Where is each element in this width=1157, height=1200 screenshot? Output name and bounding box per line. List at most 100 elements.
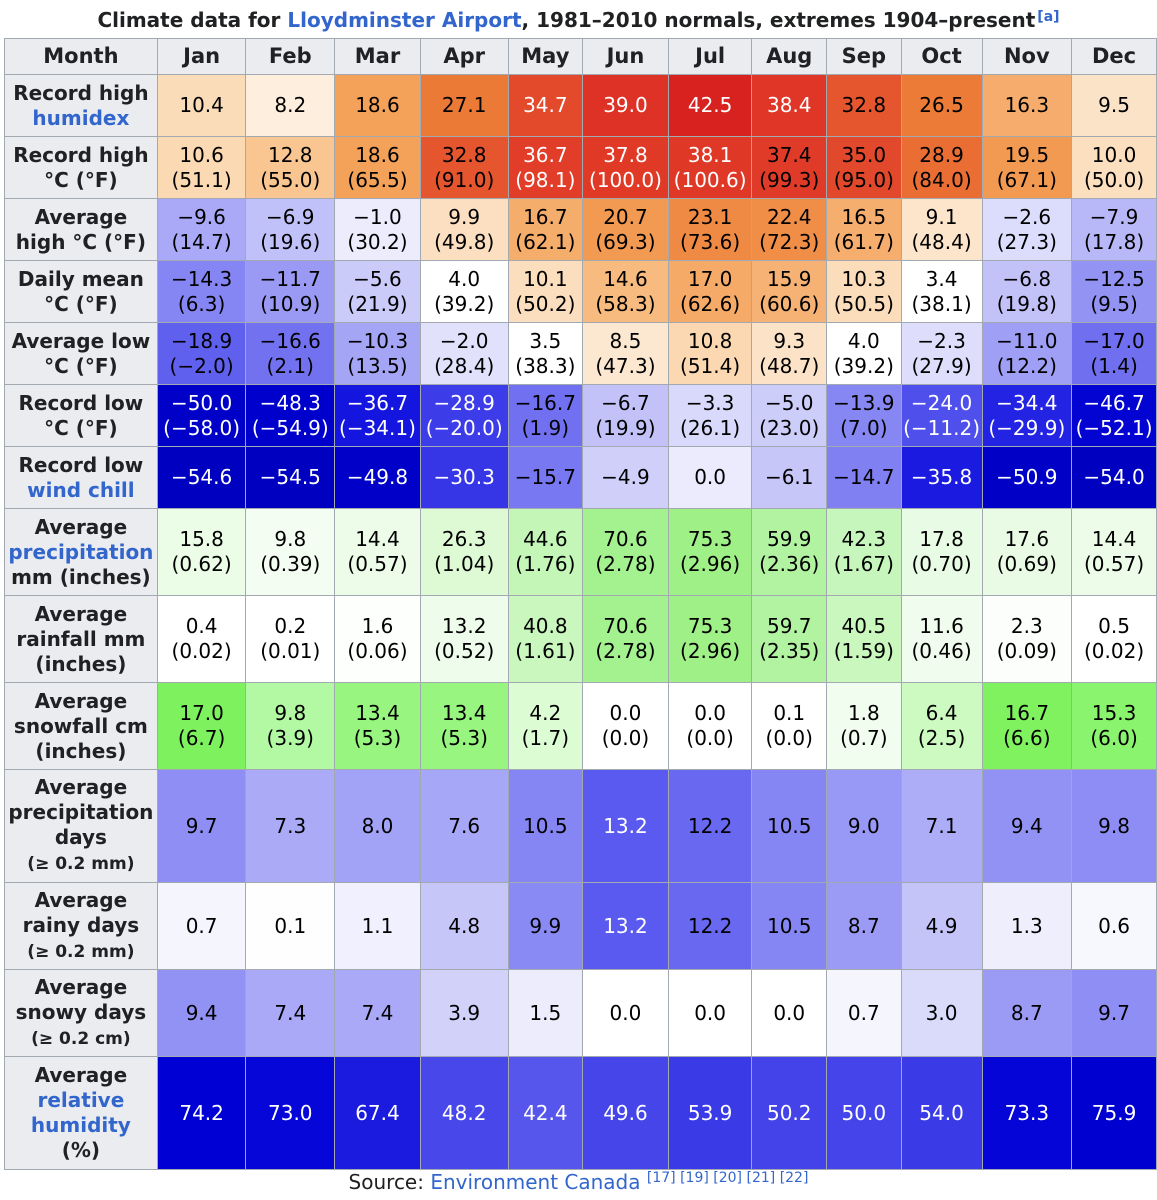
cell-average-high-temp-may: 16.7 (62.1) bbox=[507, 198, 584, 261]
cell-daily-mean-temp-jan: −14.3 (6.3) bbox=[156, 260, 247, 323]
row-average-precipitation-days: Average precipitation days (≥ 0.2 mm) 9.7 7.3… bbox=[4, 769, 1157, 883]
cell-average-rainy-days-jun: 13.2 bbox=[582, 882, 669, 970]
row-label-link[interactable]: relative bbox=[37, 1088, 125, 1112]
cell-value-fahrenheit: (7.0) bbox=[840, 415, 888, 440]
cell-record-low-wind-chill-apr: −30.3 bbox=[419, 446, 509, 509]
cell-value-fahrenheit: (1.61) bbox=[515, 639, 576, 663]
row-label-text: mm (inches) bbox=[11, 564, 151, 589]
cell-value: −11.7 bbox=[259, 266, 321, 291]
row-label-text: Average bbox=[34, 887, 128, 912]
cell-average-relative-humidity-sep: 50.0 bbox=[826, 1056, 902, 1170]
cell-average-low-temp-nov: −11.0 (12.2) bbox=[981, 322, 1073, 385]
cell-average-snowy-days-apr: 3.9 bbox=[419, 969, 509, 1057]
cell-value: 53.9 bbox=[687, 1100, 733, 1125]
row-average-high-temp: Average high °C (°F) −9.6 (14.7) −6.9 (19.6) −… bbox=[4, 198, 1157, 261]
caption-note-link[interactable]: [a] bbox=[1037, 9, 1060, 25]
source-ref-link[interactable]: [21] bbox=[746, 1170, 776, 1186]
caption-suffix: , 1981–2010 normals, extremes 1904–prese… bbox=[521, 8, 1036, 32]
cell-record-high-temp-jul: 38.1 (100.6) bbox=[667, 136, 753, 199]
cell-value: 42.3 bbox=[841, 527, 887, 551]
cell-value: 1.3 bbox=[1010, 913, 1043, 938]
cell-daily-mean-temp-mar: −5.6 (21.9) bbox=[334, 260, 421, 323]
row-label-text: Record low bbox=[18, 390, 144, 415]
cell-value-fahrenheit: (1.7) bbox=[521, 726, 570, 750]
cell-record-low-wind-chill-mar: −49.8 bbox=[334, 446, 421, 509]
cell-average-low-temp-sep: 4.0 (39.2) bbox=[826, 322, 902, 385]
cell-value: 0.2 bbox=[274, 614, 307, 638]
cell-value-fahrenheit: (1.4) bbox=[1090, 353, 1138, 378]
cell-value-fahrenheit: (0.69) bbox=[996, 552, 1057, 576]
cell-average-relative-humidity-feb: 73.0 bbox=[245, 1056, 336, 1170]
cell-value-fahrenheit: (51.4) bbox=[680, 353, 741, 378]
source-link[interactable]: Environment Canada bbox=[430, 1170, 641, 1194]
cell-value: 10.0 bbox=[1091, 142, 1137, 167]
cell-value-fahrenheit: (50.2) bbox=[515, 291, 576, 316]
cell-value: 42.5 bbox=[687, 93, 733, 117]
cell-value: 10.3 bbox=[841, 266, 887, 291]
row-label-average-rainy-days: Average rainy days (≥ 0.2 mm) bbox=[4, 882, 158, 970]
cell-value-fahrenheit: (0.0) bbox=[765, 726, 813, 750]
cell-average-precipitation-days-feb: 7.3 bbox=[245, 769, 336, 883]
cell-average-snowfall-nov: 16.7 (6.6) bbox=[981, 682, 1073, 770]
cell-average-precipitation-oct: 17.8 (0.70) bbox=[900, 508, 983, 596]
row-label-link[interactable]: humidity bbox=[30, 1113, 131, 1137]
source-ref-link[interactable]: [19] bbox=[680, 1170, 709, 1186]
cell-value: −35.8 bbox=[910, 465, 973, 489]
cell-average-rainy-days-dec: 0.6 bbox=[1071, 882, 1157, 970]
cell-record-high-humidex-jun: 39.0 bbox=[582, 74, 669, 137]
cell-value-fahrenheit: (27.9) bbox=[911, 353, 972, 378]
row-average-rainfall: Average rainfall mm (inches) 0.4 (0.02) 0.2 (0… bbox=[4, 595, 1157, 683]
cell-value: −34.4 bbox=[996, 390, 1058, 415]
cell-average-precipitation-jan: 15.8 (0.62) bbox=[156, 508, 247, 596]
row-label-link[interactable]: wind chill bbox=[27, 477, 135, 502]
cell-value: 1.6 bbox=[361, 614, 394, 638]
cell-value-fahrenheit: (62.6) bbox=[680, 291, 741, 316]
cell-value: 32.8 bbox=[441, 142, 487, 167]
row-label-daily-mean-temp: Daily mean °C (°F) bbox=[4, 260, 158, 323]
row-label-text: Record high bbox=[13, 142, 149, 167]
cell-value: 10.6 bbox=[179, 142, 224, 167]
cell-record-high-temp-jun: 37.8 (100.0) bbox=[582, 136, 669, 199]
cell-record-low-temp-jan: −50.0 (−58.0) bbox=[156, 384, 247, 447]
cell-value-fahrenheit: (0.62) bbox=[171, 552, 232, 576]
cell-value: 13.4 bbox=[441, 701, 487, 725]
cell-average-precipitation-mar: 14.4 (0.57) bbox=[334, 508, 421, 596]
cell-value: 10.5 bbox=[766, 913, 812, 938]
cell-value: 39.0 bbox=[603, 93, 648, 117]
cell-record-high-humidex-jul: 42.5 bbox=[667, 74, 753, 137]
source-ref-link[interactable]: [22] bbox=[779, 1170, 809, 1186]
cell-value: −6.1 bbox=[764, 465, 814, 489]
cell-value-fahrenheit: (0.02) bbox=[171, 639, 232, 663]
cell-value: 4.8 bbox=[448, 913, 481, 938]
cell-average-high-temp-jul: 23.1 (73.6) bbox=[667, 198, 753, 261]
row-label-average-relative-humidity: Average relative humidity (%) bbox=[4, 1056, 158, 1170]
source-ref-link[interactable]: [17] bbox=[646, 1170, 676, 1186]
cell-average-rainy-days-may: 9.9 bbox=[507, 882, 584, 970]
cell-value-fahrenheit: (3.9) bbox=[266, 726, 314, 750]
cell-value-fahrenheit: (0.39) bbox=[260, 552, 321, 576]
cell-value: 12.2 bbox=[687, 913, 733, 938]
cell-value: 0.0 bbox=[773, 1000, 806, 1025]
cell-value: 1.1 bbox=[361, 913, 394, 938]
cell-value-fahrenheit: (−20.0) bbox=[425, 415, 503, 440]
cell-value: 38.1 bbox=[687, 142, 733, 167]
cell-value-fahrenheit: (30.2) bbox=[347, 229, 408, 254]
caption-airport-link[interactable]: Lloydminster Airport bbox=[287, 8, 522, 32]
cell-value: 1.8 bbox=[847, 701, 880, 725]
row-label-text: Average bbox=[34, 775, 128, 799]
row-label-link[interactable]: precipitation bbox=[8, 539, 154, 564]
cell-record-high-humidex-aug: 38.4 bbox=[751, 74, 828, 137]
cell-average-rainfall-nov: 2.3 (0.09) bbox=[981, 595, 1073, 683]
source-ref-link[interactable]: [20] bbox=[713, 1170, 743, 1186]
row-label-link[interactable]: humidex bbox=[32, 105, 130, 130]
cell-average-precipitation-days-may: 10.5 bbox=[507, 769, 584, 883]
row-label-text: (≥ 0.2 cm) bbox=[31, 1028, 131, 1049]
cell-average-snowfall-may: 4.2 (1.7) bbox=[507, 682, 584, 770]
row-label-text: Average bbox=[34, 974, 128, 999]
cell-average-low-temp-jan: −18.9 (−2.0) bbox=[156, 322, 247, 385]
cell-value: 9.3 bbox=[773, 328, 806, 353]
cell-daily-mean-temp-nov: −6.8 (19.8) bbox=[981, 260, 1073, 323]
cell-value-fahrenheit: (1.04) bbox=[434, 552, 495, 576]
cell-value: 7.4 bbox=[361, 1000, 394, 1025]
cell-average-rainfall-jul: 75.3 (2.96) bbox=[667, 595, 753, 683]
